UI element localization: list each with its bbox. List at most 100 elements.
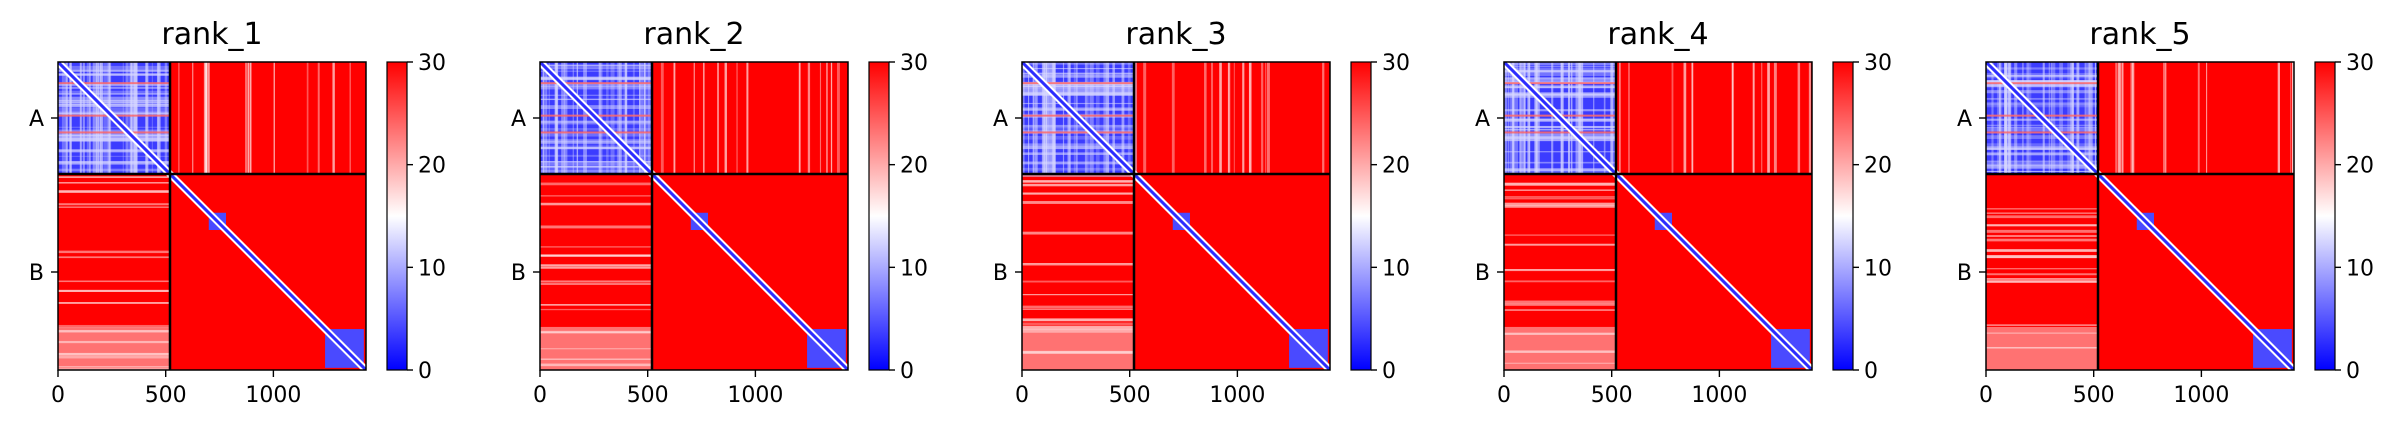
stripe-a-horizontal	[1504, 93, 1616, 97]
stripe-a-vertical	[1522, 62, 1525, 174]
stripe-a-vertical	[1551, 62, 1554, 174]
stripe-a-horizontal	[1504, 129, 1616, 131]
stripe-a-b	[2132, 62, 2135, 174]
stripe-a-vertical	[2008, 62, 2011, 174]
chart-title: rank_3	[1125, 17, 1226, 52]
stripe-a-horizontal	[58, 111, 170, 114]
stripe-a-horizontal	[1504, 133, 1616, 137]
stripe-b-a	[1986, 324, 2098, 326]
colorbar-tick-label: 20	[900, 154, 928, 179]
stripe-a-vertical	[618, 62, 623, 174]
stripe-a-horizontal	[58, 83, 170, 86]
stripe-a-b	[2292, 62, 2294, 174]
stripe-a-vertical	[1035, 62, 1038, 174]
stripe-a-horizontal	[540, 154, 652, 157]
stripe-a-vertical	[69, 62, 72, 174]
stripe-a-vertical	[610, 62, 615, 174]
stripe-a-horizontal	[1986, 124, 2098, 127]
stripe-a-vertical	[2026, 62, 2030, 174]
x-tick-label: 1000	[727, 383, 783, 408]
stripe-a-horizontal	[1986, 147, 2098, 150]
stripe-a-horizontal	[1022, 92, 1134, 96]
stripe-a-b	[736, 62, 738, 174]
colorbar-tick-label: 10	[418, 256, 446, 281]
stripe-a-vertical	[107, 62, 110, 174]
colorbar-tick-label: 10	[1864, 256, 1892, 281]
patch-b-a	[1022, 326, 1134, 370]
stripe-b-a	[540, 308, 652, 311]
stripe-b-a	[540, 280, 652, 283]
stripe-b-a	[58, 190, 170, 192]
stripe-b-a	[540, 195, 652, 197]
stripe-a-b	[192, 62, 194, 174]
stripe-a-horizontal	[58, 101, 170, 106]
chart-title: rank_1	[161, 17, 262, 52]
stripe-b-a	[1986, 255, 2098, 259]
stripe-a-vertical	[1593, 62, 1595, 174]
x-tick-label: 500	[2073, 383, 2115, 408]
stripe-a-horizontal	[540, 132, 652, 137]
stripe-b-a	[1504, 309, 1616, 311]
stripe-a-horizontal	[58, 135, 170, 139]
stripe-b-a	[58, 203, 170, 206]
stripe-a-b	[2121, 62, 2124, 174]
stripe-b-a	[540, 266, 652, 269]
stripe-a-horizontal	[540, 122, 652, 125]
stripe-b-a	[540, 264, 652, 266]
stripe-a-vertical	[92, 62, 97, 174]
stripe-a-b	[273, 62, 275, 174]
heatmap-cells	[1986, 62, 2294, 370]
stripe-a-vertical	[1514, 62, 1518, 174]
stripe-a-horizontal	[1022, 102, 1134, 105]
stripe-a-vertical	[1521, 62, 1523, 174]
stripe-a-vertical	[1028, 62, 1030, 174]
stripe-a-horizontal	[58, 73, 170, 76]
stripe-a-vertical	[1509, 62, 1513, 174]
stripe-a-vertical	[583, 62, 587, 174]
stripe-b-a	[1504, 197, 1616, 200]
colorbar-tick-label: 20	[1382, 154, 1410, 179]
stripe-a-vertical	[1507, 62, 1510, 174]
stripe-a-horizontal	[1022, 161, 1134, 165]
stripe-a-horizontal	[58, 73, 170, 76]
stripe-a-horizontal	[1022, 143, 1134, 146]
stripe-a-vertical	[1991, 62, 1994, 174]
stripe-b-a	[1504, 182, 1616, 186]
stripe-a-b	[349, 62, 351, 174]
plot-frame	[1985, 61, 2295, 371]
stripe-a-vertical	[619, 62, 622, 174]
stripe-a-b	[1322, 62, 1325, 174]
chart-panel-2: rank_2 0 500 1000 A B 0 10 20 30	[511, 17, 928, 408]
stripe-b-a	[1986, 280, 2098, 283]
stripe-a-horizontal	[1504, 65, 1616, 68]
stripe-a-horizontal	[58, 137, 170, 142]
stripe-a-b	[819, 62, 822, 174]
diagonal-line	[1986, 62, 2294, 370]
stripe-a-horizontal	[1022, 107, 1134, 110]
stripe-a-b	[702, 62, 705, 174]
stripe-a-horizontal	[540, 65, 652, 69]
stripe-b-a	[1986, 212, 2098, 214]
stripe-a-horizontal	[540, 161, 652, 163]
stripe-a-vertical	[1580, 62, 1584, 174]
stripe-a-vertical	[576, 62, 579, 174]
chain-label-a: A	[29, 107, 44, 132]
stripe-a-vertical	[2014, 62, 2018, 174]
x-tick-label: 500	[1109, 383, 1151, 408]
patch-b-a	[58, 326, 170, 370]
stripe-a-b	[245, 62, 248, 174]
stripe-a-horizontal	[540, 67, 652, 70]
stripe-a-vertical	[1068, 62, 1071, 174]
colorbar-tick-label: 30	[1382, 51, 1410, 76]
colorbar-tick-label: 10	[900, 256, 928, 281]
x-tick-label: 0	[51, 383, 65, 408]
stripe-a-vertical	[2084, 62, 2087, 174]
chart-panel-5: rank_5 0 500 1000 A B 0 10 20 30	[1957, 17, 2374, 408]
stripe-a-b	[724, 62, 727, 174]
stripe-a-horizontal	[58, 160, 170, 164]
stripe-a-horizontal	[1986, 143, 2098, 147]
stripe-a-vertical	[1032, 62, 1035, 174]
stripe-a-horizontal	[1986, 97, 2098, 100]
x-tick-label: 0	[1497, 383, 1511, 408]
stripe-a-horizontal	[1986, 106, 2098, 108]
